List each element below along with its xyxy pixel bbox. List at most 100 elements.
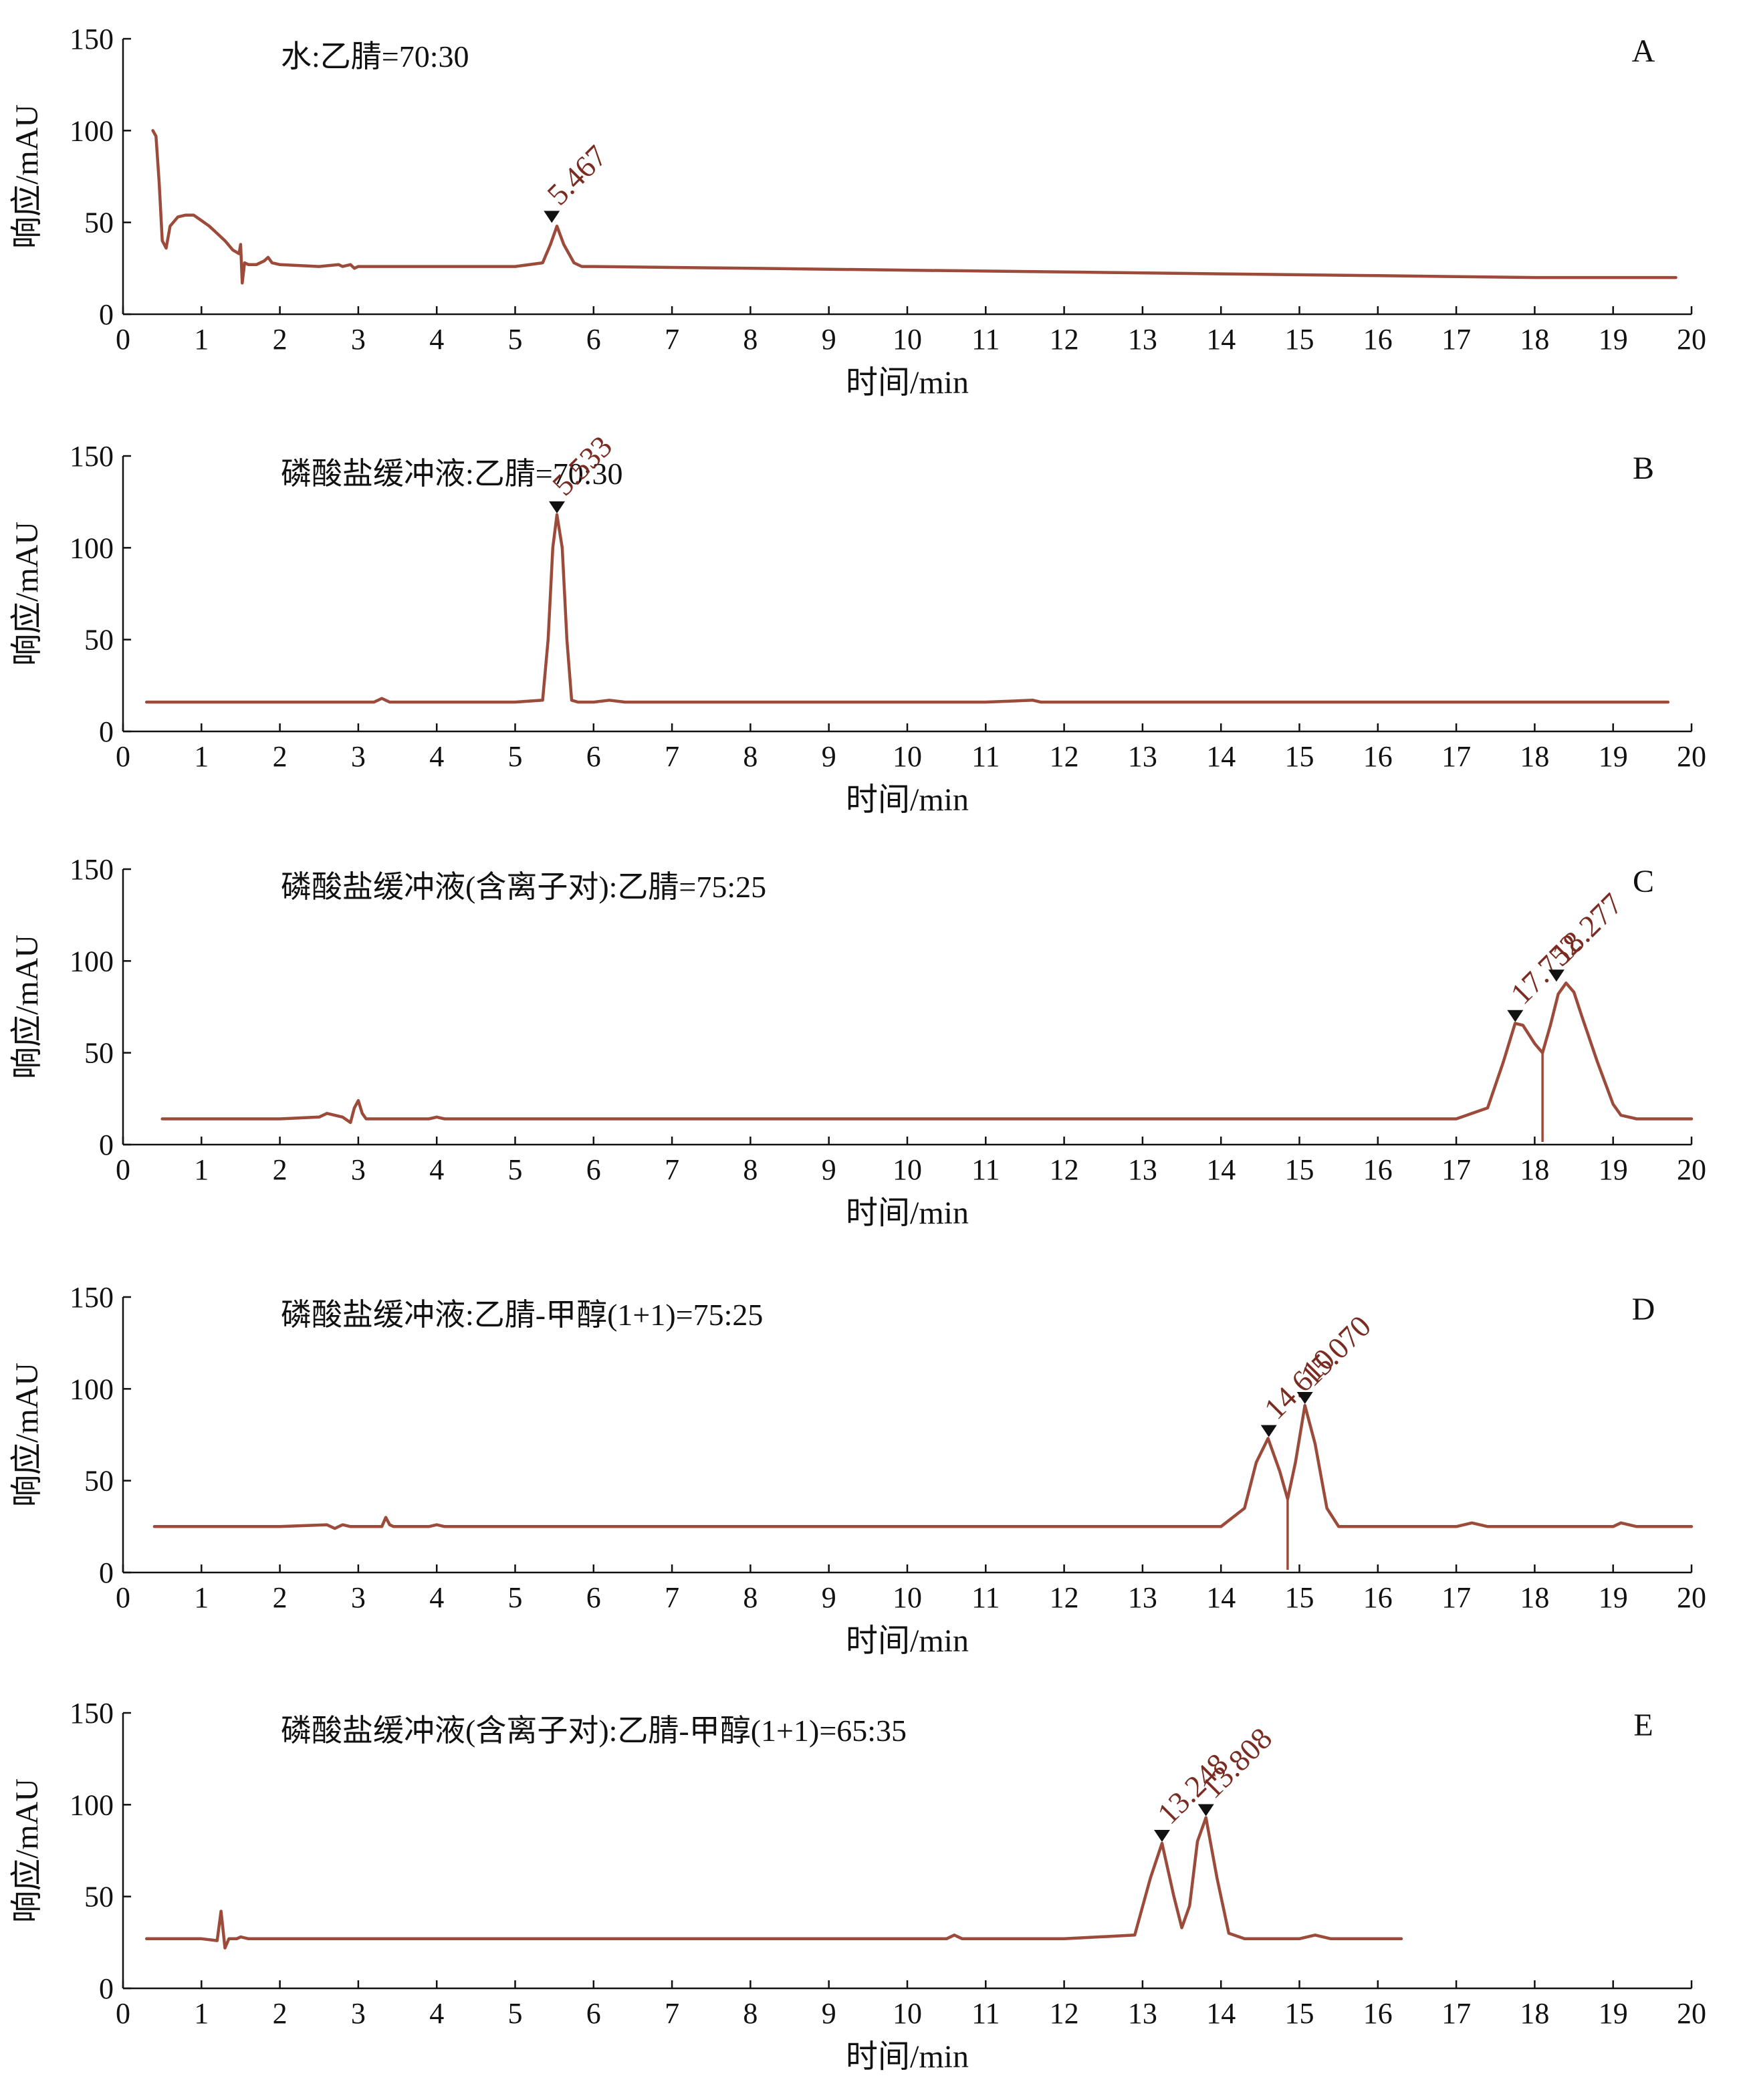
x-tick-label: 6 bbox=[586, 1997, 601, 2030]
y-tick-label: 0 bbox=[99, 1129, 114, 1161]
x-tick-label: 3 bbox=[351, 1581, 366, 1614]
x-tick-label: 4 bbox=[429, 1997, 444, 2030]
x-tick-label: 13 bbox=[1128, 323, 1157, 356]
x-tick-label: 17 bbox=[1441, 740, 1471, 773]
chromatogram-trace bbox=[144, 513, 1670, 704]
panel-letter: D bbox=[1632, 1292, 1655, 1327]
x-tick-label: 19 bbox=[1599, 1581, 1628, 1614]
y-tick-label: 100 bbox=[70, 114, 114, 147]
x-tick-label: 7 bbox=[665, 740, 679, 773]
x-tick-label: 14 bbox=[1206, 740, 1236, 773]
panel-title: 磷酸盐缓冲液(含离子对):乙腈-甲醇(1+1)=65:35 bbox=[281, 1714, 907, 1748]
x-tick-label: 13 bbox=[1128, 1997, 1157, 2030]
x-tick-label: 5 bbox=[508, 323, 523, 356]
x-tick-label: 19 bbox=[1599, 323, 1628, 356]
x-tick-label: 3 bbox=[351, 323, 366, 356]
x-tick-label: 0 bbox=[116, 1581, 130, 1614]
x-tick-label: 0 bbox=[116, 740, 130, 773]
panel-letter: C bbox=[1633, 864, 1654, 899]
x-tick-label: 6 bbox=[586, 323, 601, 356]
peak-marker bbox=[544, 211, 560, 223]
panel-title: 磷酸盐缓冲液:乙腈-甲醇(1+1)=75:25 bbox=[281, 1298, 763, 1332]
x-tick-label: 17 bbox=[1441, 1997, 1471, 2030]
x-tick-label: 17 bbox=[1441, 1153, 1471, 1186]
x-tick-label: 10 bbox=[893, 740, 922, 773]
y-tick-label: 100 bbox=[70, 1373, 114, 1405]
x-tick-label: 2 bbox=[273, 1997, 287, 2030]
peak-label: 18.277 bbox=[1545, 887, 1629, 971]
x-tick-label: 20 bbox=[1677, 323, 1706, 356]
x-tick-label: 1 bbox=[194, 1153, 209, 1186]
x-axis-title: 时间/min bbox=[846, 2039, 969, 2075]
y-tick-label: 150 bbox=[70, 1281, 114, 1314]
chromatogram-trace bbox=[152, 1403, 1694, 1530]
x-tick-label: 12 bbox=[1050, 1581, 1079, 1614]
panel-letter: E bbox=[1633, 1708, 1653, 1743]
x-tick-label: 19 bbox=[1599, 1997, 1628, 2030]
y-tick-label: 150 bbox=[70, 440, 114, 473]
x-tick-label: 5 bbox=[508, 1997, 523, 2030]
x-tick-label: 0 bbox=[116, 1997, 130, 2030]
x-tick-label: 15 bbox=[1285, 323, 1314, 356]
x-tick-label: 18 bbox=[1520, 1997, 1549, 2030]
panel-title: 磷酸盐缓冲液:乙腈=70:30 bbox=[281, 457, 623, 491]
x-tick-label: 17 bbox=[1441, 1581, 1471, 1614]
x-tick-label: 15 bbox=[1285, 740, 1314, 773]
x-tick-label: 18 bbox=[1520, 323, 1549, 356]
x-tick-label: 1 bbox=[194, 1997, 209, 2030]
x-tick-label: 14 bbox=[1206, 1153, 1236, 1186]
peak-marker bbox=[1153, 1830, 1170, 1843]
y-tick-label: 50 bbox=[84, 1465, 114, 1498]
x-tick-label: 5 bbox=[508, 1581, 523, 1614]
y-tick-label: 150 bbox=[70, 853, 114, 886]
panel-letter: B bbox=[1633, 451, 1654, 486]
x-tick-label: 7 bbox=[665, 1581, 679, 1614]
x-tick-label: 0 bbox=[116, 1153, 130, 1186]
peak-marker bbox=[1260, 1425, 1277, 1437]
y-axis-title: 响应/mAU bbox=[9, 1778, 45, 1923]
x-tick-label: 20 bbox=[1677, 740, 1706, 773]
y-axis-title: 响应/mAU bbox=[9, 521, 45, 666]
x-tick-label: 6 bbox=[586, 1153, 601, 1186]
x-tick-label: 10 bbox=[893, 1997, 922, 2030]
x-tick-label: 8 bbox=[743, 323, 758, 356]
peak-label: 15.070 bbox=[1294, 1309, 1378, 1393]
x-tick-label: 19 bbox=[1599, 1153, 1628, 1186]
x-tick-label: 3 bbox=[351, 1153, 366, 1186]
x-tick-label: 20 bbox=[1677, 1153, 1706, 1186]
x-tick-label: 7 bbox=[665, 323, 679, 356]
x-tick-label: 3 bbox=[351, 740, 366, 773]
x-tick-label: 11 bbox=[971, 1997, 1000, 2030]
x-tick-label: 8 bbox=[743, 1581, 758, 1614]
x-tick-label: 12 bbox=[1050, 1153, 1079, 1186]
chromatogram-trace bbox=[144, 1816, 1403, 1950]
x-tick-label: 6 bbox=[586, 1581, 601, 1614]
x-tick-label: 16 bbox=[1363, 1581, 1393, 1614]
peak-marker bbox=[1296, 1392, 1313, 1405]
x-tick-label: 13 bbox=[1128, 1581, 1157, 1614]
peak-marker bbox=[1548, 969, 1565, 982]
x-tick-label: 6 bbox=[586, 740, 601, 773]
x-tick-label: 7 bbox=[665, 1153, 679, 1186]
x-tick-label: 14 bbox=[1206, 1997, 1236, 2030]
x-tick-label: 1 bbox=[194, 323, 209, 356]
x-tick-label: 5 bbox=[508, 1153, 523, 1186]
peak-label: 5.467 bbox=[540, 138, 613, 211]
x-tick-label: 9 bbox=[822, 1997, 836, 2030]
chromatogram-trace bbox=[160, 981, 1694, 1125]
x-tick-label: 2 bbox=[273, 740, 287, 773]
x-tick-label: 0 bbox=[116, 323, 130, 356]
x-tick-label: 12 bbox=[1050, 1997, 1079, 2030]
y-tick-label: 50 bbox=[84, 1881, 114, 1913]
x-tick-label: 7 bbox=[665, 1997, 679, 2030]
x-tick-label: 2 bbox=[273, 1153, 287, 1186]
x-tick-label: 19 bbox=[1599, 740, 1628, 773]
x-tick-label: 20 bbox=[1677, 1581, 1706, 1614]
x-axis-title: 时间/min bbox=[846, 782, 969, 818]
peak-marker bbox=[1197, 1804, 1214, 1817]
x-tick-label: 15 bbox=[1285, 1997, 1314, 2030]
x-tick-label: 12 bbox=[1050, 323, 1079, 356]
y-tick-label: 100 bbox=[70, 1788, 114, 1821]
x-tick-label: 11 bbox=[971, 323, 1000, 356]
